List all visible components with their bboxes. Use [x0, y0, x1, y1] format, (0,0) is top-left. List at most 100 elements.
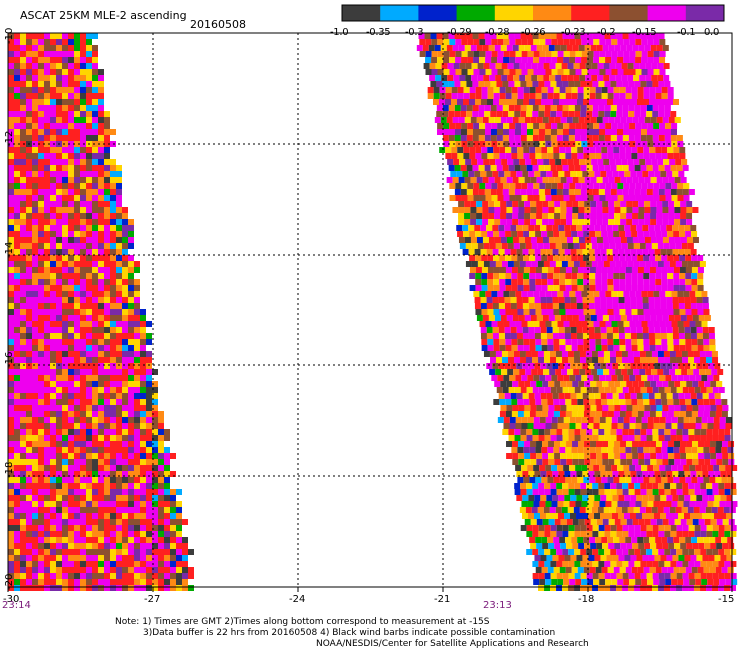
swath-pixel: [449, 69, 456, 75]
swath-pixel: [613, 231, 620, 237]
swath-pixel: [98, 369, 104, 375]
swath-pixel: [140, 483, 146, 489]
swath-pixel: [164, 519, 170, 525]
swath-pixel: [487, 87, 494, 93]
swath-pixel: [38, 249, 44, 255]
swath-pixel: [581, 417, 588, 423]
swath-pixel: [425, 51, 432, 57]
swath-pixel: [487, 93, 494, 99]
swath-pixel: [104, 399, 110, 405]
swath-pixel: [622, 135, 629, 141]
swath-pixel: [116, 231, 122, 237]
swath-pixel: [8, 57, 14, 63]
swath-pixel: [497, 141, 504, 147]
swath-pixel: [98, 201, 104, 207]
swath-pixel: [472, 135, 479, 141]
swath-pixel: [38, 369, 44, 375]
swath-pixel: [122, 219, 128, 225]
swath-pixel: [660, 249, 667, 255]
swath-pixel: [706, 435, 713, 441]
swath-pixel: [677, 291, 684, 297]
swath-pixel: [50, 273, 56, 279]
swath-pixel: [503, 51, 510, 57]
swath-pixel: [526, 33, 533, 39]
swath-pixel: [80, 549, 86, 555]
swath-pixel: [556, 129, 563, 135]
swath-pixel: [616, 81, 623, 87]
swath-pixel: [32, 309, 38, 315]
swath-pixel: [116, 291, 122, 297]
swath-pixel: [146, 453, 152, 459]
swath-pixel: [585, 261, 592, 267]
swath-pixel: [691, 447, 698, 453]
swath-pixel: [610, 357, 617, 363]
swath-pixel: [116, 399, 122, 405]
swath-pixel: [663, 75, 670, 81]
swath-pixel: [32, 423, 38, 429]
swath-pixel: [128, 303, 134, 309]
swath-pixel: [481, 309, 488, 315]
swath-pixel: [563, 39, 570, 45]
swath-pixel: [80, 399, 86, 405]
swath-pixel: [62, 537, 68, 543]
swath-pixel: [86, 69, 92, 75]
swath-pixel: [14, 123, 20, 129]
swath-pixel: [568, 105, 575, 111]
swath-pixel: [38, 453, 44, 459]
swath-pixel: [164, 525, 170, 531]
swath-pixel: [575, 423, 582, 429]
swath-pixel: [98, 321, 104, 327]
swath-pixel: [20, 219, 26, 225]
swath-pixel: [32, 171, 38, 177]
swath-pixel: [563, 423, 570, 429]
swath-pixel: [38, 357, 44, 363]
swath-pixel: [498, 171, 505, 177]
swath-pixel: [104, 237, 110, 243]
swath-pixel: [496, 165, 503, 171]
swath-pixel: [116, 429, 122, 435]
swath-pixel: [104, 465, 110, 471]
swath-pixel: [511, 147, 518, 153]
swath-pixel: [86, 57, 92, 63]
swath-pixel: [110, 177, 116, 183]
swath-pixel: [523, 273, 530, 279]
swath-pixel: [38, 543, 44, 549]
swath-pixel: [631, 87, 638, 93]
swath-pixel: [14, 207, 20, 213]
swath-pixel: [588, 99, 595, 105]
swath-pixel: [68, 549, 74, 555]
swath-pixel: [8, 411, 14, 417]
swath-pixel: [464, 219, 471, 225]
swath-pixel: [582, 225, 589, 231]
swath-pixel: [104, 381, 110, 387]
swath-pixel: [480, 333, 487, 339]
swath-pixel: [549, 243, 556, 249]
swath-pixel: [560, 453, 567, 459]
swath-pixel: [98, 99, 104, 105]
swath-pixel: [38, 465, 44, 471]
swath-pixel: [68, 237, 74, 243]
swath-pixel: [74, 501, 80, 507]
swath-pixel: [56, 153, 62, 159]
swath-pixel: [690, 363, 697, 369]
swath-pixel: [545, 123, 552, 129]
swath-pixel: [601, 87, 608, 93]
swath-pixel: [602, 177, 609, 183]
swath-pixel: [630, 303, 637, 309]
swath-pixel: [626, 117, 633, 123]
swath-pixel: [62, 579, 68, 585]
swath-pixel: [128, 237, 134, 243]
swath-pixel: [98, 69, 104, 75]
swath-pixel: [68, 33, 74, 39]
swath-pixel: [74, 399, 80, 405]
swath-pixel: [596, 381, 603, 387]
swath-pixel: [508, 357, 515, 363]
swath-pixel: [650, 117, 657, 123]
swath-pixel: [607, 447, 614, 453]
swath-pixel: [456, 225, 463, 231]
swath-pixel: [559, 147, 566, 153]
swath-pixel: [498, 363, 505, 369]
swath-pixel: [38, 327, 44, 333]
swath-pixel: [693, 351, 700, 357]
swath-pixel: [489, 159, 496, 165]
